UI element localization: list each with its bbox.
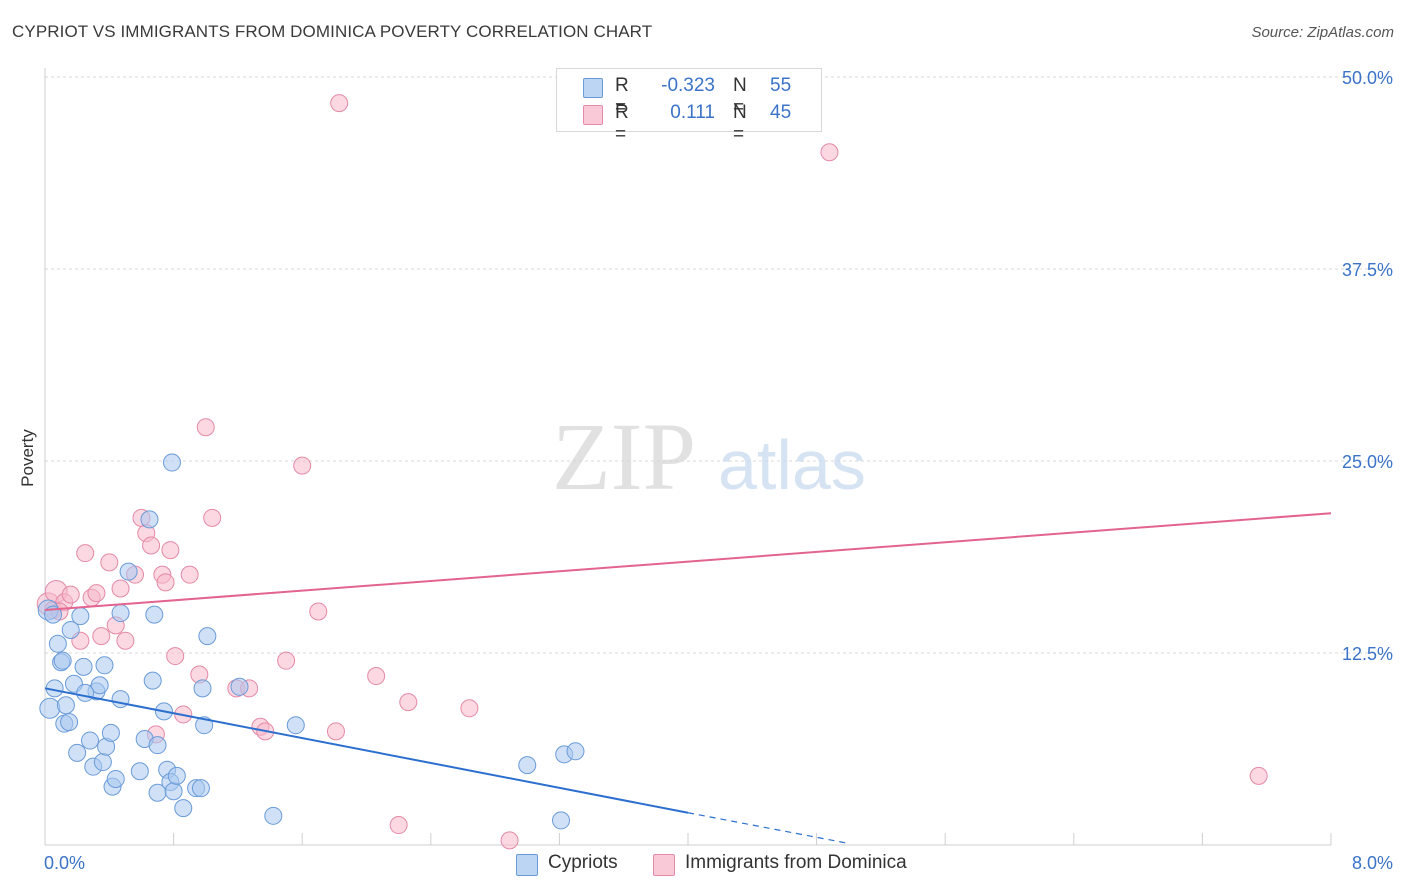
data-point-cypriots xyxy=(191,779,210,798)
legend-label: Immigrants from Dominica xyxy=(685,852,907,873)
x-tick-label: 0.0% xyxy=(44,853,85,873)
data-point-cypriots xyxy=(518,756,537,775)
data-point-cypriots xyxy=(119,562,138,581)
data-point-cypriots xyxy=(76,683,95,702)
data-point-cypriots xyxy=(60,713,79,732)
legend-r-value: -0.323 xyxy=(661,75,715,96)
legend-n-label: N = xyxy=(733,102,747,145)
data-point-dominica xyxy=(87,584,106,603)
data-point-cypriots xyxy=(552,811,571,830)
data-point-dominica xyxy=(203,508,222,527)
series-legend: Cypriots Immigrants from Dominica xyxy=(0,852,1406,878)
trend-line-cypriots xyxy=(44,687,689,814)
legend-n-label: N = xyxy=(733,75,747,118)
trend-line-dominica xyxy=(44,512,1332,611)
data-point-dominica xyxy=(142,536,161,555)
data-point-cypriots xyxy=(143,671,162,690)
data-point-cypriots xyxy=(74,657,93,676)
data-point-cypriots xyxy=(164,782,183,801)
data-point-cypriots xyxy=(230,677,249,696)
data-point-cypriots xyxy=(140,510,159,529)
data-point-dominica xyxy=(820,143,839,162)
data-point-cypriots xyxy=(174,799,193,818)
y-tick-label: 37.5% xyxy=(1342,260,1393,280)
trend-line-cypriots-extension xyxy=(687,812,849,845)
watermark-atlas: atlas xyxy=(718,426,866,504)
correlation-legend: R = -0.323 N = 55 R = 0.111 N = 45 xyxy=(556,68,822,145)
data-point-cypriots xyxy=(61,620,80,639)
data-point-cypriots xyxy=(193,679,212,698)
data-point-cypriots xyxy=(162,453,181,472)
data-point-cypriots xyxy=(56,696,75,715)
data-point-dominica xyxy=(293,456,312,475)
data-point-dominica xyxy=(330,94,349,113)
data-point-dominica xyxy=(1249,766,1268,785)
data-point-cypriots xyxy=(101,723,120,742)
legend-swatch-pink xyxy=(653,854,675,876)
data-point-dominica xyxy=(196,418,215,437)
legend-swatch-pink xyxy=(583,105,603,125)
watermark-zip: ZIP xyxy=(552,403,696,510)
data-point-dominica xyxy=(92,627,111,646)
data-point-cypriots xyxy=(111,604,130,623)
data-point-dominica xyxy=(111,579,130,598)
data-point-dominica xyxy=(76,544,95,563)
data-point-dominica xyxy=(61,585,80,604)
data-point-dominica xyxy=(500,831,519,850)
data-point-cypriots xyxy=(48,634,67,653)
data-point-cypriots xyxy=(53,651,72,670)
data-point-dominica xyxy=(277,651,296,670)
legend-label: Cypriots xyxy=(548,852,618,873)
data-point-dominica xyxy=(116,631,135,650)
data-point-dominica xyxy=(161,541,180,560)
legend-swatch-blue xyxy=(583,78,603,98)
data-point-cypriots xyxy=(167,766,186,785)
data-point-cypriots xyxy=(130,762,149,781)
data-point-dominica xyxy=(399,693,418,712)
y-axis-title-wrap: Poverty xyxy=(14,420,42,500)
data-point-cypriots xyxy=(148,736,167,755)
y-axis-title: Poverty xyxy=(18,429,37,487)
data-point-dominica xyxy=(156,573,175,592)
series-cypriots xyxy=(37,453,585,830)
legend-r-label: R = xyxy=(615,102,629,145)
legend-n-value: 45 xyxy=(770,102,792,123)
legend-r-label: R = xyxy=(615,75,629,118)
data-point-dominica xyxy=(166,647,185,666)
legend-r-value: 0.111 xyxy=(670,102,715,123)
y-tick-label: 50.0% xyxy=(1342,68,1393,88)
legend-swatch-blue xyxy=(516,854,538,876)
y-tick-label: 25.0% xyxy=(1342,452,1393,472)
data-point-cypriots xyxy=(286,716,305,735)
chart-title: CYPRIOT VS IMMIGRANTS FROM DOMINICA POVE… xyxy=(12,22,653,41)
data-point-dominica xyxy=(326,722,345,741)
data-point-dominica xyxy=(389,816,408,835)
data-point-cypriots xyxy=(39,697,61,719)
legend-n-value: 55 xyxy=(770,75,792,96)
trend-lines xyxy=(44,512,1332,845)
data-point-dominica xyxy=(309,602,328,621)
x-tick-label: 8.0% xyxy=(1352,853,1393,873)
data-point-cypriots xyxy=(198,627,217,646)
data-point-cypriots xyxy=(90,676,109,695)
data-point-dominica xyxy=(367,667,386,686)
data-point-dominica xyxy=(180,565,199,584)
grid-lines xyxy=(45,76,1391,654)
data-point-cypriots xyxy=(566,742,585,761)
y-tick-label: 12.5% xyxy=(1342,644,1393,664)
tick-labels: 12.5% 25.0% 37.5% 50.0% 0.0% 8.0% xyxy=(44,68,1393,873)
data-point-cypriots xyxy=(68,743,87,762)
data-point-cypriots xyxy=(95,656,114,675)
data-point-cypriots xyxy=(264,806,283,825)
data-point-cypriots xyxy=(81,731,100,750)
data-point-dominica xyxy=(100,553,119,572)
data-point-cypriots xyxy=(71,607,90,626)
watermark: ZIP atlas xyxy=(552,403,866,510)
data-point-cypriots xyxy=(106,769,125,788)
data-point-cypriots xyxy=(93,753,112,772)
data-point-dominica xyxy=(460,699,479,718)
data-point-cypriots xyxy=(145,605,164,624)
source-label: Source: ZipAtlas.com xyxy=(1251,24,1394,41)
